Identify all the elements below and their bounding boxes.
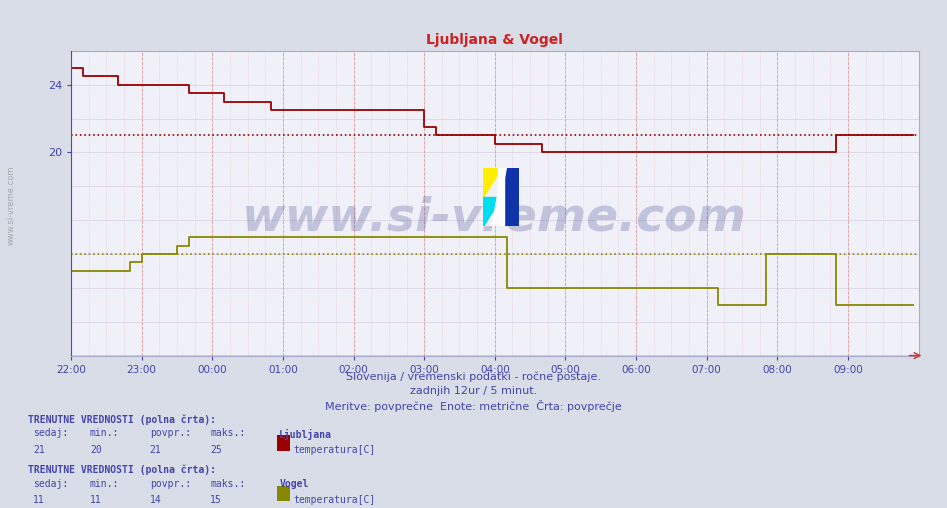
Text: 25: 25 bbox=[210, 445, 222, 455]
Text: zadnjih 12ur / 5 minut.: zadnjih 12ur / 5 minut. bbox=[410, 386, 537, 396]
Text: sedaj:: sedaj: bbox=[33, 479, 68, 489]
Text: min.:: min.: bbox=[90, 429, 119, 438]
Text: temperatura[C]: temperatura[C] bbox=[294, 495, 376, 505]
Text: TRENUTNE VREDNOSTI (polna črta):: TRENUTNE VREDNOSTI (polna črta): bbox=[28, 464, 217, 474]
Text: maks.:: maks.: bbox=[210, 479, 245, 489]
Text: maks.:: maks.: bbox=[210, 429, 245, 438]
Text: temperatura[C]: temperatura[C] bbox=[294, 445, 376, 455]
Text: www.si-vreme.com: www.si-vreme.com bbox=[242, 196, 747, 241]
Title: Ljubljana & Vogel: Ljubljana & Vogel bbox=[426, 33, 563, 47]
Text: 14: 14 bbox=[150, 495, 161, 505]
Text: 11: 11 bbox=[90, 495, 101, 505]
Text: 11: 11 bbox=[33, 495, 45, 505]
Text: min.:: min.: bbox=[90, 479, 119, 489]
Text: sedaj:: sedaj: bbox=[33, 429, 68, 438]
Polygon shape bbox=[498, 168, 504, 226]
Text: povpr.:: povpr.: bbox=[150, 429, 190, 438]
Text: www.si-vreme.com: www.si-vreme.com bbox=[7, 166, 16, 245]
Text: Vogel: Vogel bbox=[279, 479, 309, 489]
Text: TRENUTNE VREDNOSTI (polna črta):: TRENUTNE VREDNOSTI (polna črta): bbox=[28, 414, 217, 425]
Polygon shape bbox=[483, 168, 501, 197]
Text: povpr.:: povpr.: bbox=[150, 479, 190, 489]
Text: 15: 15 bbox=[210, 495, 222, 505]
Text: Slovenija / vremenski podatki - ročne postaje.: Slovenija / vremenski podatki - ročne po… bbox=[346, 372, 601, 383]
Text: 21: 21 bbox=[150, 445, 161, 455]
Polygon shape bbox=[501, 168, 519, 226]
Text: 21: 21 bbox=[33, 445, 45, 455]
Text: Meritve: povprečne  Enote: metrične  Črta: povprečje: Meritve: povprečne Enote: metrične Črta:… bbox=[325, 400, 622, 412]
Text: Ljubljana: Ljubljana bbox=[279, 429, 332, 439]
Polygon shape bbox=[492, 168, 507, 226]
Polygon shape bbox=[483, 197, 501, 226]
Text: 20: 20 bbox=[90, 445, 101, 455]
